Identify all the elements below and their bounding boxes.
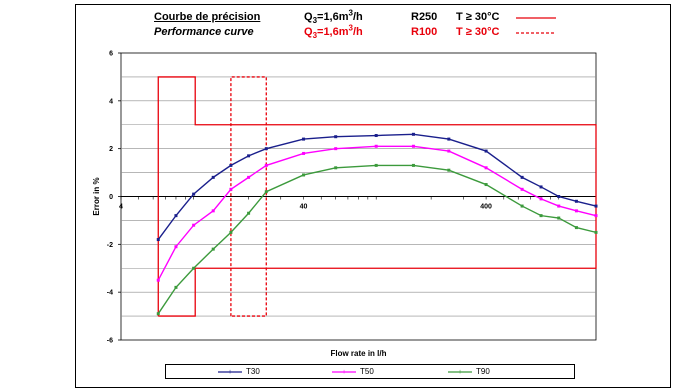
point-t50 <box>411 144 415 148</box>
series-line-t50 <box>157 145 597 281</box>
point-t50 <box>302 151 306 155</box>
title-fr: Courbe de précision <box>154 11 261 23</box>
point-t90 <box>557 216 561 220</box>
svg-text:+: + <box>228 369 232 376</box>
legend-marker-t50: + <box>332 369 356 376</box>
y-tick-label: 4 <box>109 98 113 105</box>
point-t90 <box>211 247 215 251</box>
point-t30 <box>264 147 268 151</box>
point-t50 <box>211 209 215 213</box>
point-t90 <box>374 163 378 167</box>
chart-frame: Courbe de précision Q3=1,6m3/h R250 T ≥ … <box>75 4 671 388</box>
point-t50 <box>247 175 251 179</box>
legend-marker-t90: + <box>448 369 472 376</box>
y-tick-label: -4 <box>107 290 113 297</box>
point-t30 <box>192 192 196 196</box>
ratio-r100: R100 <box>411 26 438 38</box>
limit-envelope-r250 <box>157 76 597 317</box>
point-t30 <box>447 137 451 141</box>
point-t30 <box>594 204 598 208</box>
ratio-r250: R250 <box>411 11 438 23</box>
point-t50 <box>539 197 543 201</box>
point-t90 <box>484 183 488 187</box>
point-t90 <box>264 190 268 194</box>
point-t30 <box>211 175 215 179</box>
point-t30 <box>557 195 561 198</box>
limit-envelope-r100 <box>230 76 267 317</box>
legend-solid-line <box>516 17 556 19</box>
chart-svg: 6 4 2 0 -2 -4 -6 4 40 400 Error in % Flow rate in l… <box>92 51 598 358</box>
y-tick-label: 6 <box>109 51 113 58</box>
point-t30 <box>411 132 415 136</box>
point-t90 <box>334 166 338 170</box>
point-t50 <box>594 214 598 218</box>
point-t30 <box>484 149 488 153</box>
svg-text:+: + <box>458 369 462 376</box>
y-axis-label: Error in % <box>92 177 101 215</box>
point-t30 <box>334 135 338 139</box>
point-t30 <box>174 214 178 218</box>
point-t50 <box>156 278 160 282</box>
y-tick-label: 0 <box>109 194 113 201</box>
point-t30 <box>229 163 233 167</box>
y-tick-label: 2 <box>109 146 113 153</box>
point-t30 <box>574 199 578 203</box>
point-t50 <box>174 245 178 249</box>
point-t90 <box>156 312 160 316</box>
temp-r100: T ≥ 30°C <box>456 26 500 38</box>
svg-text:+: + <box>342 369 346 376</box>
series-line-t30 <box>157 133 597 240</box>
q3-label-r100: Q3=1,6m3/h <box>304 23 363 41</box>
point-t50 <box>374 144 378 148</box>
point-t50 <box>574 209 578 213</box>
legend-label-t90: T90 <box>476 367 490 376</box>
temp-r250: T ≥ 30°C <box>456 11 500 23</box>
legend: + T30 + T50 + T90 <box>165 364 575 379</box>
point-t50 <box>557 204 561 208</box>
point-t50 <box>484 166 488 170</box>
point-t90 <box>302 173 306 177</box>
point-t90 <box>174 285 178 289</box>
point-t90 <box>594 230 598 234</box>
point-t90 <box>247 211 251 215</box>
q3-label-r250: Q3=1,6m3/h <box>304 8 363 26</box>
point-t30 <box>374 134 378 138</box>
point-t30 <box>247 154 251 158</box>
point-t90 <box>539 214 543 218</box>
point-t30 <box>539 185 543 189</box>
point-t50 <box>229 187 233 191</box>
point-t50 <box>334 147 338 151</box>
legend-marker-t30: + <box>218 369 242 376</box>
point-t90 <box>520 204 524 208</box>
point-t90 <box>447 168 451 172</box>
point-t50 <box>520 187 524 191</box>
point-t50 <box>264 163 268 167</box>
legend-label-t50: T50 <box>360 367 374 376</box>
x-axis-label: Flow rate in l/h <box>330 349 386 358</box>
point-t30 <box>520 175 524 179</box>
x-tick-label: 40 <box>300 204 308 211</box>
point-t30 <box>302 137 306 141</box>
legend-label-t30: T30 <box>246 367 260 376</box>
point-t90 <box>192 266 196 270</box>
point-t90 <box>411 163 415 167</box>
point-t50 <box>447 149 451 153</box>
y-tick-label: -6 <box>107 338 113 345</box>
title-en: Performance curve <box>154 26 254 38</box>
point-t50 <box>192 223 196 227</box>
x-tick-label: 400 <box>480 204 492 211</box>
point-t90 <box>574 226 578 230</box>
point-t90 <box>229 230 233 234</box>
legend-dashed-line <box>516 32 556 34</box>
point-t30 <box>156 238 160 242</box>
x-tick-label: 4 <box>119 204 123 211</box>
y-tick-label: -2 <box>107 242 113 249</box>
series-line-t90 <box>157 164 597 315</box>
